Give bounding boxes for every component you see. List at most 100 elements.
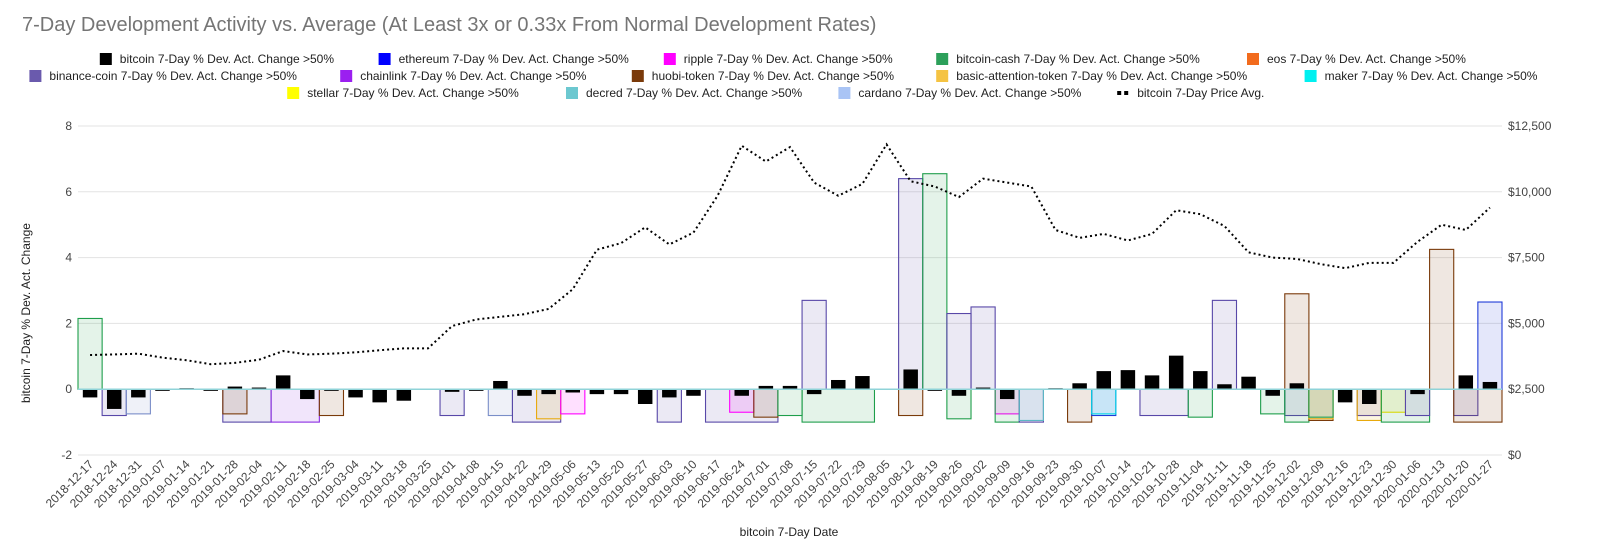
bitcoin-bar — [517, 389, 532, 396]
bitcoin-bar — [227, 386, 243, 390]
band-binance-coin — [970, 306, 996, 390]
y2-tick-label: $12,500 — [1508, 119, 1552, 133]
band-binance-coin — [1018, 388, 1044, 423]
band-huobi-token — [222, 388, 248, 415]
legend-swatch — [566, 87, 578, 99]
y-axis-right: $0 $2,500 $5,000 $7,500 $10,000 $12,500 — [1508, 119, 1552, 462]
band-bitcoin-cash — [1284, 388, 1310, 423]
bitcoin-bar — [275, 375, 291, 390]
bitcoin-bar — [975, 387, 991, 390]
legend-swatch — [287, 87, 300, 99]
x-axis: 2018-12-172018-12-242018-12-312019-01-07… — [43, 457, 1496, 511]
band-binance-coin — [946, 312, 972, 390]
coin-bands — [77, 173, 1503, 423]
bitcoin-bar — [831, 379, 846, 390]
bitcoin-bar — [131, 389, 146, 398]
band-binance-coin — [1139, 388, 1189, 417]
legend-swatch — [1124, 91, 1129, 95]
legend-label: stellar 7-Day % Dev. Act. Change >50% — [307, 86, 519, 100]
legend-label: ethereum 7-Day % Dev. Act. Change >50% — [399, 52, 630, 66]
band-huobi-token — [318, 388, 345, 417]
x-axis-title: bitcoin 7-Day Date — [740, 525, 839, 539]
legend-label: binance-coin 7-Day % Dev. Act. Change >5… — [49, 69, 297, 83]
band-ripple — [560, 388, 586, 415]
legend-swatch — [378, 53, 391, 65]
bitcoin-bar — [927, 389, 943, 391]
legend-item: cardano 7-Day % Dev. Act. Change >50% — [838, 86, 1082, 100]
band-bitcoin-cash — [77, 317, 103, 390]
band-binance-coin — [1211, 299, 1238, 390]
band-huobi-token — [1429, 248, 1455, 390]
bitcoin-bar — [999, 389, 1015, 400]
legend-label: huobi-token 7-Day % Dev. Act. Change >50… — [652, 69, 895, 83]
bitcoin-bar — [782, 385, 798, 390]
y-tick-label: 2 — [65, 316, 72, 330]
y-axis-title: bitcoin 7-Day % Dev. Act. Change — [19, 223, 33, 403]
y-tick-label: 6 — [65, 185, 72, 199]
legend-item: chainlink 7-Day % Dev. Act. Change >50% — [340, 69, 587, 83]
bitcoin-bar — [1482, 381, 1498, 390]
bitcoin-bar — [686, 389, 701, 396]
bitcoin-bar — [903, 369, 918, 390]
bitcoin-bar — [637, 389, 653, 405]
bitcoin-bar — [1217, 384, 1232, 390]
bitcoin-bar — [493, 380, 508, 390]
legend-label: decred 7-Day % Dev. Act. Change >50% — [586, 86, 803, 100]
band-binance-coin — [898, 178, 924, 390]
band-decred — [1018, 388, 1044, 422]
legend-item: ethereum 7-Day % Dev. Act. Change >50% — [378, 52, 630, 66]
legend-item: huobi-token 7-Day % Dev. Act. Change >50… — [631, 69, 895, 83]
legend-swatch — [99, 53, 112, 65]
bitcoin-bar — [613, 389, 629, 395]
bitcoin-bar — [1458, 375, 1474, 390]
legend-item: maker 7-Day % Dev. Act. Change >50% — [1304, 69, 1538, 83]
bitcoin-bar — [662, 389, 677, 398]
legend-swatch — [631, 70, 644, 82]
band-huobi-token — [1284, 293, 1310, 390]
bitcoin-bar — [541, 389, 556, 395]
bitcoin-bar — [951, 389, 967, 396]
y-tick-label: 8 — [65, 119, 72, 133]
band-maker — [1091, 388, 1117, 415]
legend-label: chainlink 7-Day % Dev. Act. Change >50% — [360, 69, 587, 83]
legend-item: decred 7-Day % Dev. Act. Change >50% — [566, 86, 803, 100]
bitcoin-bar — [1168, 355, 1184, 390]
bitcoin-bar — [589, 389, 605, 395]
bitcoin-bar — [1120, 370, 1136, 390]
bitcoin-bar — [251, 387, 267, 390]
legend-swatch — [340, 70, 353, 82]
legend-swatch — [29, 70, 42, 82]
band-ethereum — [1477, 301, 1503, 390]
y2-tick-label: $0 — [1508, 448, 1522, 462]
band-huobi-token — [898, 388, 924, 417]
bitcoin-bar — [82, 389, 98, 398]
bitcoin-bar — [1265, 389, 1280, 396]
legend-label: cardano 7-Day % Dev. Act. Change >50% — [858, 86, 1081, 100]
band-bitcoin-cash — [922, 173, 948, 390]
legend-item: binance-coin 7-Day % Dev. Act. Change >5… — [29, 69, 297, 83]
band-bitcoin-cash — [777, 388, 803, 417]
bitcoin-bar — [396, 389, 412, 401]
bitcoin-bar — [468, 389, 484, 391]
legend-item: eos 7-Day % Dev. Act. Change >50% — [1247, 52, 1466, 66]
band-huobi-token — [1453, 388, 1503, 423]
price-line — [90, 142, 1491, 366]
legend: bitcoin 7-Day % Dev. Act. Change >50% eth… — [29, 52, 1538, 100]
legend-item: basic-attention-token 7-Day % Dev. Act. … — [936, 69, 1247, 83]
legend-label: maker 7-Day % Dev. Act. Change >50% — [1325, 69, 1538, 83]
legend-label: ripple 7-Day % Dev. Act. Change >50% — [684, 52, 893, 66]
y-tick-label: 0 — [65, 382, 72, 396]
y2-tick-label: $10,000 — [1508, 185, 1552, 199]
bitcoin-bar — [372, 389, 387, 403]
bitcoin-bar — [758, 385, 774, 390]
legend-label: bitcoin 7-Day Price Avg. — [1137, 86, 1264, 100]
y2-tick-label: $7,500 — [1508, 251, 1545, 265]
bitcoin-bar — [1193, 371, 1208, 390]
bitcoin-bar — [300, 389, 315, 400]
band-huobi-token — [1067, 388, 1093, 423]
legend-swatch — [838, 87, 851, 99]
legend-label: bitcoin-cash 7-Day % Dev. Act. Change >5… — [956, 52, 1200, 66]
bitcoin-bar — [348, 389, 363, 398]
band-huobi-token — [753, 388, 779, 418]
